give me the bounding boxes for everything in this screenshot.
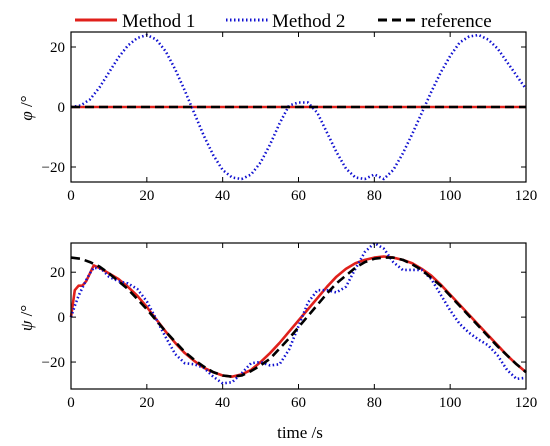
subplot-psi-ylabel: ψ /° xyxy=(17,305,36,331)
x-tick-label: 120 xyxy=(515,395,538,411)
legend-label-method-2: Method 2 xyxy=(272,11,345,32)
x-tick-label: 80 xyxy=(367,395,382,411)
subplot-psi-lines xyxy=(69,241,527,385)
legend: Method 1 Method 2 reference xyxy=(75,11,492,32)
series-method-2-line xyxy=(69,241,527,385)
x-tick-label: 0 xyxy=(67,188,75,204)
x-tick-label: 40 xyxy=(215,188,230,204)
y-tick-label: −20 xyxy=(42,160,65,176)
x-tick-label: 0 xyxy=(67,395,75,411)
x-tick-label: 60 xyxy=(291,395,306,411)
x-tick-label: 120 xyxy=(515,188,538,204)
subplot-phi-ylabel: φ /° xyxy=(17,95,36,120)
subplot-psi-ticks: 0 20 40 60 80 100 120 −20 0 20 xyxy=(42,243,538,411)
series-reference-line xyxy=(70,256,527,378)
x-tick-label: 100 xyxy=(439,188,462,204)
subplot-psi: 0 20 40 60 80 100 120 −20 0 20 ψ /° xyxy=(17,241,538,411)
x-tick-label: 80 xyxy=(367,188,382,204)
x-tick-label: 100 xyxy=(439,395,462,411)
y-tick-label: 20 xyxy=(50,40,65,56)
legend-label-reference: reference xyxy=(421,11,492,32)
y-tick-label: 0 xyxy=(58,310,66,326)
legend-label-method-1: Method 1 xyxy=(122,11,195,32)
y-tick-label: 20 xyxy=(50,265,65,281)
x-tick-label: 20 xyxy=(139,188,154,204)
subplot-psi-frame xyxy=(70,242,527,390)
x-tick-label: 60 xyxy=(291,188,306,204)
y-tick-label: −20 xyxy=(42,355,65,371)
series-method-1-line xyxy=(69,255,527,378)
x-tick-label: 40 xyxy=(215,395,230,411)
x-axis-label: time /s xyxy=(277,423,323,442)
y-tick-label: 0 xyxy=(58,100,66,116)
subplot-phi-lines xyxy=(70,33,528,181)
x-tick-label: 20 xyxy=(139,395,154,411)
